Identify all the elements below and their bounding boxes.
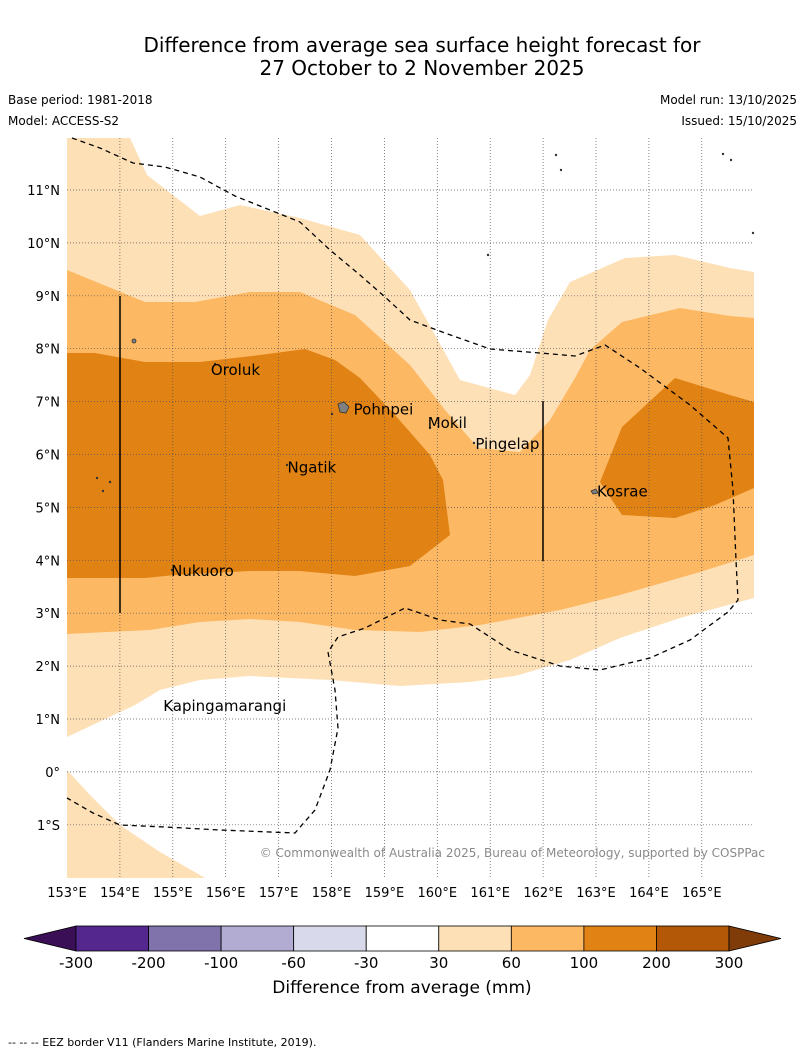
colorbar-low-extension: [24, 926, 76, 951]
colorbar-segment: [149, 926, 222, 951]
colorbar-segment: [656, 926, 729, 951]
longitude-label: 156°E: [206, 886, 246, 901]
longitude-label: 163°E: [576, 886, 616, 901]
colorbar-segment: [511, 926, 584, 951]
colorbar-tick-label: -300: [59, 954, 93, 972]
latitude-label: 3°N: [36, 607, 61, 622]
latitude-label: 4°N: [36, 554, 61, 569]
place-label-kosrae: Kosrae: [597, 483, 648, 501]
longitude-label: 155°E: [153, 886, 193, 901]
colorbar-tick-label: 300: [715, 954, 744, 972]
longitude-label: 161°E: [470, 886, 510, 901]
colorbar-tick-label: 60: [502, 954, 521, 972]
colorbar-tick-label: 30: [429, 954, 448, 972]
place-label-pingelap: Pingelap: [475, 435, 539, 453]
latitude-label: 8°N: [36, 343, 61, 358]
latitude-label: 9°N: [36, 290, 61, 305]
colorbar-tick-label: -60: [281, 954, 306, 972]
colorbar-tick-label: 200: [642, 954, 671, 972]
longitude-label: 160°E: [418, 886, 458, 901]
small-island: [132, 339, 136, 343]
latitude-label: 0°: [45, 766, 60, 781]
longitude-label: 164°E: [629, 886, 669, 901]
place-label-kapingamarangi: Kapingamarangi: [163, 697, 286, 715]
colorbar-label: Difference from average (mm): [0, 978, 804, 998]
copyright-notice: © Commonwealth of Australia 2025, Bureau…: [260, 846, 765, 860]
longitude-label: 154°E: [100, 886, 140, 901]
colorbar-tick-label: -200: [132, 954, 166, 972]
colorbar-segment: [584, 926, 657, 951]
eez-footnote: -- -- -- EEZ border V11 (Flanders Marine…: [8, 1036, 316, 1049]
longitude-label: 157°E: [259, 886, 299, 901]
longitude-label: 153°E: [47, 886, 87, 901]
colorbar-tick-label: -100: [204, 954, 238, 972]
latitude-label: 2°N: [36, 660, 61, 675]
colorbar-segment: [76, 926, 149, 951]
longitude-label: 158°E: [312, 886, 352, 901]
colorbar-high-extension: [729, 926, 781, 951]
latitude-label: 6°N: [36, 449, 61, 464]
colorbar-tick-label: -30: [354, 954, 379, 972]
colorbar-segment: [439, 926, 512, 951]
longitude-labels: 153°E 154°E 155°E 156°E 157°E 158°E 159°E 160°E…: [47, 886, 721, 901]
latitude-labels: 11°N 10°N 9°N 8°N 7°N 6°N 5°N 4°N 3°N 2°N 1°N 0° 1°S: [27, 184, 60, 834]
colorbar-tick-label: 100: [570, 954, 599, 972]
colorbar-segment: [366, 926, 439, 951]
colorbar: -300 -200 -100 -60 -30 30 60 100 200 300: [24, 926, 781, 972]
place-label-oroluk: Oroluk: [211, 361, 260, 379]
place-label-nukuoro: Nukuoro: [171, 562, 234, 580]
colorbar-segment: [294, 926, 367, 951]
latitude-label: 1°N: [36, 713, 61, 728]
longitude-label: 165°E: [682, 886, 722, 901]
map-plot-area: [67, 138, 754, 878]
colorbar-segment: [221, 926, 294, 951]
latitude-label: 5°N: [36, 501, 61, 516]
longitude-label: 162°E: [523, 886, 563, 901]
latitude-label: 10°N: [27, 237, 60, 252]
longitude-label: 159°E: [365, 886, 405, 901]
place-label-ngatik: Ngatik: [288, 459, 337, 477]
latitude-label: 11°N: [27, 184, 60, 199]
place-label-mokil: Mokil: [428, 414, 467, 432]
latitude-label: 7°N: [36, 396, 61, 411]
place-label-pohnpei: Pohnpei: [354, 401, 414, 419]
forecast-map: 153°E 154°E 155°E 156°E 157°E 158°E 159°E 160°E…: [0, 0, 804, 1030]
latitude-label: 1°S: [37, 819, 60, 834]
